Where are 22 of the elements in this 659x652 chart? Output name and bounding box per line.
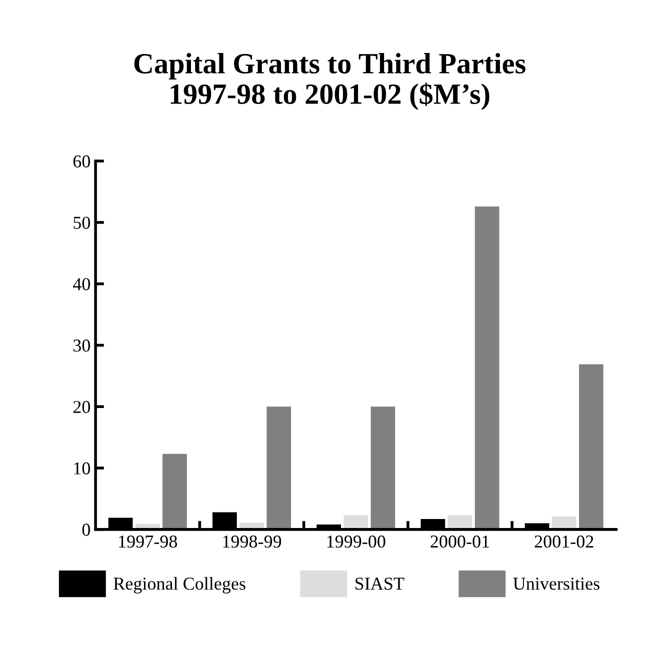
bar — [162, 454, 187, 530]
y-tick-label: 30 — [74, 339, 90, 352]
x-tick-label: 1999-00 — [327, 536, 386, 548]
bar — [474, 206, 500, 530]
y-tick-label: 50 — [74, 216, 90, 229]
y-tick-label: 10 — [74, 462, 90, 474]
bar — [266, 406, 291, 530]
bar — [578, 364, 604, 530]
x-tick-label: 2000-01 — [430, 536, 489, 548]
chart-title: Capital Grants to Third Parties 1997-98 to 2001-02 ($M’s) — [134, 53, 526, 110]
y-tick-label: 0 — [82, 524, 90, 536]
x-tick-label: 1998-99 — [223, 536, 282, 548]
y-tick-label: 20 — [73, 400, 90, 414]
x-tick-label: 2001-02 — [534, 536, 594, 548]
bar — [370, 406, 396, 530]
x-tick-label: 1997-98 — [119, 536, 178, 548]
legend-label: Regional Colleges — [114, 577, 246, 594]
y-tick-label: 60 — [73, 155, 90, 168]
bar — [552, 516, 576, 530]
legend-label: SIAST — [356, 578, 404, 590]
legend-label: Universities — [513, 578, 600, 590]
y-tick-label: 40 — [72, 278, 90, 290]
